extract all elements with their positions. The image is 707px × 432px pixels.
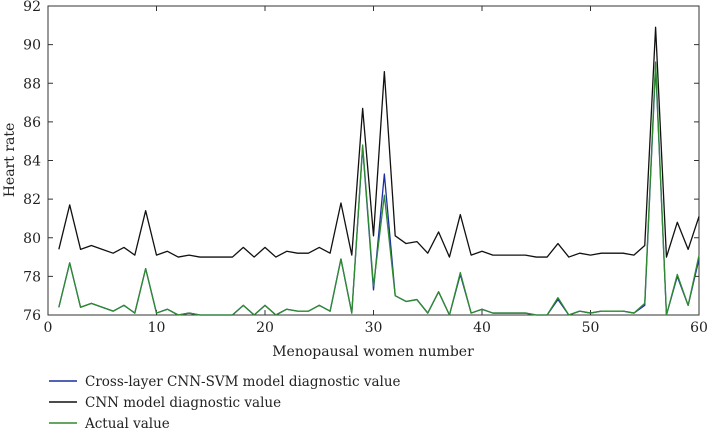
y-tick-label: 80 <box>23 231 41 247</box>
series-line-2 <box>58 61 700 316</box>
y-tick-label: 88 <box>23 76 41 92</box>
series-lines <box>58 26 700 316</box>
x-axis-title: Menopausal women number <box>272 344 474 360</box>
y-tick-label: 82 <box>23 192 41 208</box>
y-tick-label: 78 <box>23 269 41 285</box>
series-line-1 <box>58 26 700 258</box>
x-tick-label: 10 <box>148 320 166 336</box>
y-axis-title: Heart rate <box>2 123 18 198</box>
legend-label: Cross-layer CNN-SVM model diagnostic val… <box>85 374 401 390</box>
y-tick-label: 84 <box>23 154 41 170</box>
x-tick-label: 20 <box>256 320 274 336</box>
axis-ticks: 0 10 20 30 40 50 60 76 78 80 82 84 86 88 90 92 <box>23 0 707 336</box>
series-line-0 <box>58 65 700 316</box>
y-tick-label: 90 <box>23 38 41 54</box>
y-tick-label: 92 <box>23 0 41 15</box>
x-tick-label: 40 <box>473 320 491 336</box>
legend: Cross-layer CNN-SVM model diagnostic val… <box>49 374 401 432</box>
x-tick-label: 0 <box>44 320 53 336</box>
x-tick-label: 50 <box>582 320 600 336</box>
y-tick-label: 76 <box>23 308 41 324</box>
y-tick-label: 86 <box>23 115 41 131</box>
x-tick-label: 30 <box>365 320 383 336</box>
legend-label: Actual value <box>84 416 170 432</box>
legend-label: CNN model diagnostic value <box>85 395 281 411</box>
x-tick-label: 60 <box>690 320 707 336</box>
